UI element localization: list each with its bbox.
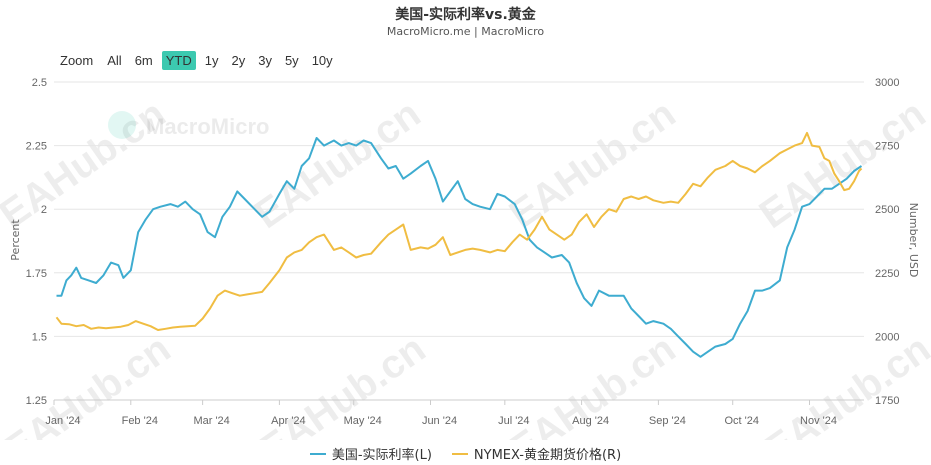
watermark-text: EAHub.cn — [502, 92, 684, 238]
brand-watermark: MacroMicro — [146, 114, 269, 139]
left-tick-label: 1.25 — [26, 395, 47, 407]
left-tick-label: 2.5 — [32, 77, 47, 89]
legend-swatch-real-rate — [309, 452, 326, 455]
legend-item-gold[interactable]: NYMEX-黄金期货价格(R) — [451, 444, 622, 463]
right-tick-label: 1750 — [875, 395, 899, 407]
right-tick-label: 2750 — [875, 141, 899, 153]
zoom-button-all[interactable]: All — [107, 53, 122, 68]
x-axis-ticks: Jan '24 Feb '24 Mar '24 Apr '24 May '24 Jun '… — [45, 399, 864, 427]
x-tick-label: Jun '24 — [422, 415, 457, 427]
x-tick-label: Oct '24 — [724, 415, 759, 427]
chart-title: 美国-实际利率vs.黄金 — [395, 7, 536, 23]
right-tick-label: 3000 — [875, 77, 899, 89]
x-tick-label: Aug '24 — [572, 415, 609, 427]
zoom-button-10y[interactable]: 10y — [311, 53, 333, 68]
legend-label-real-rate: 美国-实际利率(L) — [331, 448, 432, 463]
series-line-real-rate[interactable] — [56, 137, 863, 358]
line-chart: EAHub.cn EAHub.cn EAHub.cn EAHub.cnEAHub.cn… — [0, 77, 931, 440]
x-tick-label: Jan '24 — [45, 415, 80, 427]
left-axis-ticks: 1.25 1.5 1.75 2 2.25 2.5 — [26, 77, 47, 407]
zoom-button-1y[interactable]: 1y — [204, 53, 219, 68]
series-line-gold[interactable] — [55, 131, 863, 331]
watermark-text: EAHub.cn — [247, 92, 429, 238]
left-tick-label: 2 — [41, 204, 47, 216]
right-axis-ticks: 1750 2000 2250 2500 2750 3000 — [875, 77, 899, 407]
x-tick-label: Sep '24 — [649, 415, 686, 427]
watermark-text: EAHub.cn — [752, 92, 931, 238]
chart-subtitle: MacroMicro.me | MacroMicro — [386, 25, 545, 38]
legend-label-gold: NYMEX-黄金期货价格(R) — [473, 448, 622, 463]
zoom-selector: Zoom All 6m YTD 1y 2y 3y 5y 10y — [60, 51, 342, 70]
right-tick-label: 2250 — [875, 268, 899, 280]
x-tick-label: Apr '24 — [271, 415, 306, 427]
left-tick-label: 1.75 — [26, 268, 47, 280]
series-layer — [55, 131, 863, 358]
zoom-button-3y[interactable]: 3y — [258, 53, 272, 68]
legend: 美国-实际利率(L) NYMEX-黄金期货价格(R) — [0, 444, 931, 463]
watermark-text: EAHub.cn — [757, 327, 931, 440]
x-tick-label: Jul '24 — [498, 415, 529, 427]
legend-swatch-gold — [451, 452, 468, 455]
x-tick-label: May '24 — [344, 415, 382, 427]
left-axis-title: Percent — [9, 219, 22, 261]
x-tick-label: Nov '24 — [800, 415, 837, 427]
right-tick-label: 2000 — [875, 331, 899, 343]
right-tick-label: 2500 — [875, 204, 899, 216]
zoom-button-5y[interactable]: 5y — [284, 53, 299, 68]
zoom-buttons: All 6m YTD 1y 2y 3y 5y 10y — [103, 51, 341, 70]
zoom-label: Zoom — [60, 53, 94, 68]
zoom-button-2y[interactable]: 2y — [231, 53, 246, 68]
left-tick-label: 1.5 — [32, 331, 47, 343]
zoom-button-6m[interactable]: 6m — [134, 53, 153, 68]
watermark-layer: EAHub.cn EAHub.cn EAHub.cn EAHub.cnEAHub.cn… — [0, 92, 931, 440]
legend-item-real-rate[interactable]: 美国-实际利率(L) — [309, 444, 432, 463]
zoom-button-ytd[interactable]: YTD — [161, 51, 196, 70]
x-tick-label: Feb '24 — [122, 415, 158, 427]
left-tick-label: 2.25 — [26, 141, 47, 153]
brand-logo-icon — [108, 111, 136, 139]
right-axis-title: Number, USD — [907, 203, 920, 278]
x-tick-label: Mar '24 — [193, 415, 229, 427]
